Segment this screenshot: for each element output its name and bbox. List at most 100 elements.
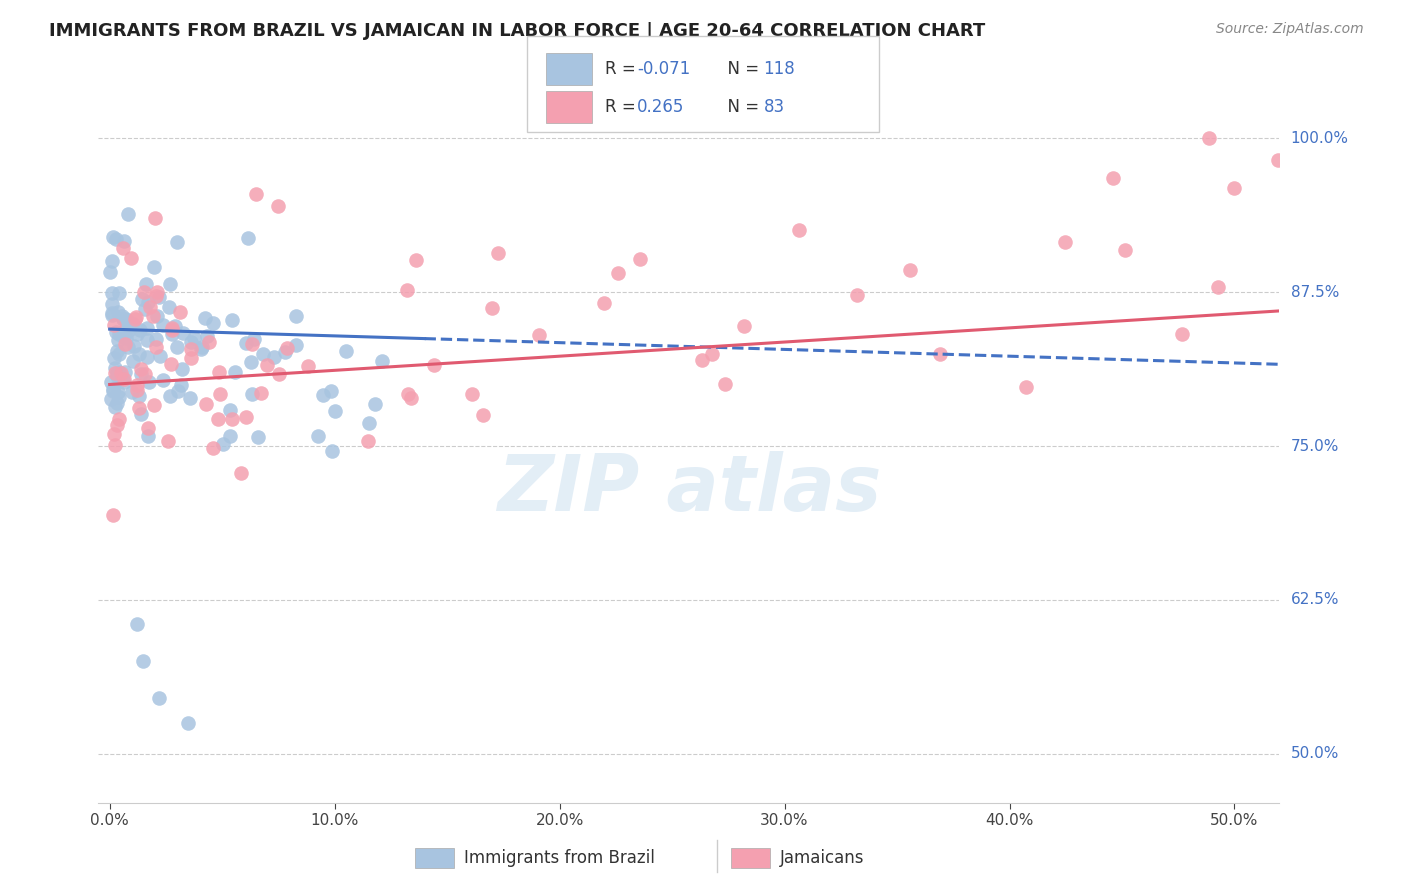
- Point: [179, 391, 201, 405]
- Point: [845, 288, 868, 302]
- Point: [160, 321, 183, 335]
- Point: [127, 378, 149, 392]
- Point: [101, 229, 124, 244]
- Point: [229, 466, 252, 480]
- Text: Jamaicans: Jamaicans: [780, 849, 865, 867]
- Point: [250, 386, 273, 401]
- Point: [472, 408, 495, 422]
- Point: [364, 396, 387, 410]
- Point: [135, 334, 157, 348]
- Point: [129, 407, 152, 421]
- Point: [148, 691, 170, 706]
- Point: [100, 285, 122, 300]
- Point: [112, 372, 135, 386]
- Point: [405, 253, 427, 268]
- Point: [221, 312, 243, 326]
- Text: 87.5%: 87.5%: [1291, 285, 1339, 300]
- Point: [297, 359, 319, 373]
- Point: [172, 326, 194, 340]
- Point: [101, 306, 124, 320]
- Point: [100, 375, 122, 389]
- Point: [105, 396, 128, 410]
- Point: [105, 343, 128, 358]
- Text: 62.5%: 62.5%: [1291, 592, 1339, 607]
- Point: [135, 321, 157, 335]
- Point: [208, 365, 231, 379]
- Point: [112, 234, 135, 248]
- Point: [114, 312, 136, 326]
- Point: [124, 310, 146, 325]
- Point: [235, 335, 257, 350]
- Point: [103, 351, 125, 366]
- Point: [224, 365, 246, 379]
- Point: [928, 347, 950, 361]
- Point: [143, 398, 166, 412]
- Point: [159, 389, 181, 403]
- Text: N =: N =: [717, 60, 765, 78]
- Point: [101, 308, 124, 322]
- Point: [138, 375, 160, 389]
- Text: -0.071: -0.071: [637, 60, 690, 78]
- Point: [128, 347, 150, 361]
- Point: [1101, 170, 1123, 185]
- Point: [105, 418, 128, 433]
- Point: [235, 409, 257, 424]
- Point: [115, 331, 138, 345]
- Point: [1267, 153, 1289, 167]
- Point: [263, 350, 285, 364]
- Point: [139, 301, 162, 315]
- Point: [136, 421, 159, 435]
- Text: ZIP atlas: ZIP atlas: [496, 450, 882, 527]
- Point: [103, 384, 125, 399]
- Point: [160, 326, 183, 341]
- Point: [219, 428, 242, 442]
- Point: [118, 316, 141, 330]
- Point: [180, 334, 202, 349]
- Point: [98, 265, 121, 279]
- Point: [103, 426, 125, 441]
- Point: [134, 302, 156, 317]
- Point: [201, 441, 224, 455]
- Text: 83: 83: [763, 98, 785, 116]
- Point: [240, 387, 263, 401]
- Point: [195, 329, 218, 343]
- Point: [107, 390, 129, 404]
- Point: [114, 336, 136, 351]
- Point: [166, 235, 188, 250]
- Point: [221, 412, 243, 426]
- Point: [111, 311, 134, 326]
- Point: [319, 384, 342, 398]
- Point: [177, 715, 200, 730]
- Point: [134, 367, 156, 381]
- Text: 50.0%: 50.0%: [1291, 746, 1339, 761]
- Point: [201, 316, 224, 330]
- Text: 100.0%: 100.0%: [1291, 131, 1348, 146]
- Point: [111, 241, 134, 255]
- Point: [100, 392, 122, 406]
- Point: [267, 199, 290, 213]
- Point: [1015, 379, 1038, 393]
- Point: [194, 311, 217, 326]
- Point: [170, 361, 193, 376]
- Text: 118: 118: [763, 60, 796, 78]
- Point: [399, 391, 422, 405]
- Point: [256, 358, 278, 372]
- Point: [527, 328, 550, 343]
- Point: [125, 383, 148, 397]
- Point: [146, 285, 169, 300]
- Point: [121, 385, 143, 400]
- Point: [112, 324, 135, 338]
- Text: Source: ZipAtlas.com: Source: ZipAtlas.com: [1216, 22, 1364, 37]
- Point: [145, 332, 167, 346]
- Point: [898, 262, 921, 277]
- Point: [131, 367, 153, 381]
- Point: [252, 346, 274, 360]
- Point: [323, 403, 346, 417]
- Point: [105, 369, 128, 384]
- Point: [236, 231, 259, 245]
- Point: [145, 340, 167, 354]
- Point: [148, 349, 170, 363]
- Point: [276, 341, 298, 355]
- Point: [105, 366, 128, 380]
- Point: [197, 335, 219, 350]
